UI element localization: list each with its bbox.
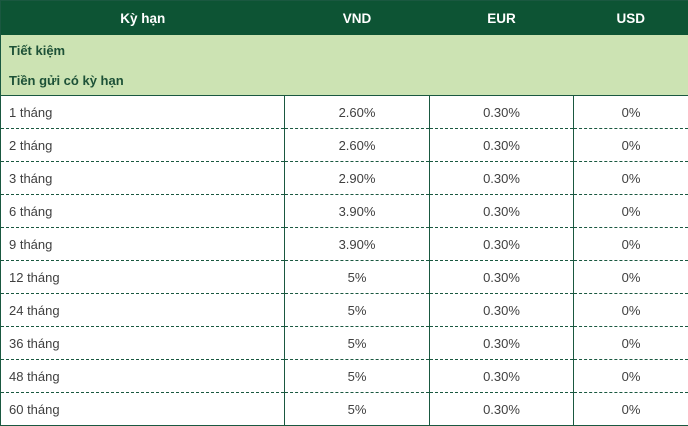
term-cell: 48 tháng — [0, 359, 285, 393]
eur-rate-cell: 0.30% — [429, 359, 574, 393]
table-row: 36 tháng 5% 0.30% 0% — [0, 326, 688, 360]
vnd-rate-cell: 2.90% — [284, 161, 430, 195]
table-row: 9 tháng 3.90% 0.30% 0% — [0, 227, 688, 261]
vnd-rate-cell: 5% — [284, 359, 430, 393]
vnd-rate-cell: 3.90% — [284, 194, 430, 228]
term-cell: 12 tháng — [0, 260, 285, 294]
eur-rate-cell: 0.30% — [429, 95, 574, 129]
section-row-tien-gui-co-ky-han: Tiền gửi có kỳ hạn — [0, 65, 688, 96]
term-cell: 60 tháng — [0, 392, 285, 426]
section-label: Tiền gửi có kỳ hạn — [0, 65, 688, 96]
vnd-rate-cell: 3.90% — [284, 227, 430, 261]
term-cell: 1 tháng — [0, 95, 285, 129]
usd-rate-cell: 0% — [573, 359, 688, 393]
section-row-tiet-kiem: Tiết kiệm — [0, 35, 688, 65]
term-cell: 6 tháng — [0, 194, 285, 228]
usd-rate-cell: 0% — [573, 194, 688, 228]
vnd-rate-cell: 2.60% — [284, 128, 430, 162]
vnd-rate-cell: 5% — [284, 293, 430, 327]
usd-rate-cell: 0% — [573, 326, 688, 360]
eur-rate-cell: 0.30% — [429, 293, 574, 327]
usd-rate-cell: 0% — [573, 128, 688, 162]
eur-rate-cell: 0.30% — [429, 161, 574, 195]
term-cell: 2 tháng — [0, 128, 285, 162]
eur-rate-cell: 0.30% — [429, 392, 574, 426]
term-cell: 9 tháng — [0, 227, 285, 261]
table-row: 48 tháng 5% 0.30% 0% — [0, 359, 688, 393]
term-cell: 3 tháng — [0, 161, 285, 195]
eur-rate-cell: 0.30% — [429, 326, 574, 360]
eur-rate-cell: 0.30% — [429, 227, 574, 261]
usd-rate-cell: 0% — [573, 95, 688, 129]
eur-rate-cell: 0.30% — [429, 128, 574, 162]
eur-rate-cell: 0.30% — [429, 260, 574, 294]
vnd-rate-cell: 5% — [284, 326, 430, 360]
term-cell: 24 tháng — [0, 293, 285, 327]
table-row: 12 tháng 5% 0.30% 0% — [0, 260, 688, 294]
usd-rate-cell: 0% — [573, 227, 688, 261]
table-row: 3 tháng 2.90% 0.30% 0% — [0, 161, 688, 195]
eur-rate-cell: 0.30% — [429, 194, 574, 228]
usd-rate-cell: 0% — [573, 161, 688, 195]
vnd-rate-cell: 5% — [284, 260, 430, 294]
term-cell: 36 tháng — [0, 326, 285, 360]
table-row: 6 tháng 3.90% 0.30% 0% — [0, 194, 688, 228]
col-header-vnd: VND — [284, 0, 430, 35]
table-row: 60 tháng 5% 0.30% 0% — [0, 392, 688, 426]
col-header-term: Kỳ hạn — [0, 0, 285, 35]
table-row: 2 tháng 2.60% 0.30% 0% — [0, 128, 688, 162]
table-row: 24 tháng 5% 0.30% 0% — [0, 293, 688, 327]
vnd-rate-cell: 2.60% — [284, 95, 430, 129]
vnd-rate-cell: 5% — [284, 392, 430, 426]
col-header-eur: EUR — [429, 0, 574, 35]
col-header-usd: USD — [573, 0, 688, 35]
header-row: Kỳ hạn VND EUR USD — [0, 0, 688, 35]
usd-rate-cell: 0% — [573, 293, 688, 327]
table-row: 1 tháng 2.60% 0.30% 0% — [0, 95, 688, 129]
section-label: Tiết kiệm — [0, 35, 688, 65]
usd-rate-cell: 0% — [573, 260, 688, 294]
usd-rate-cell: 0% — [573, 392, 688, 426]
